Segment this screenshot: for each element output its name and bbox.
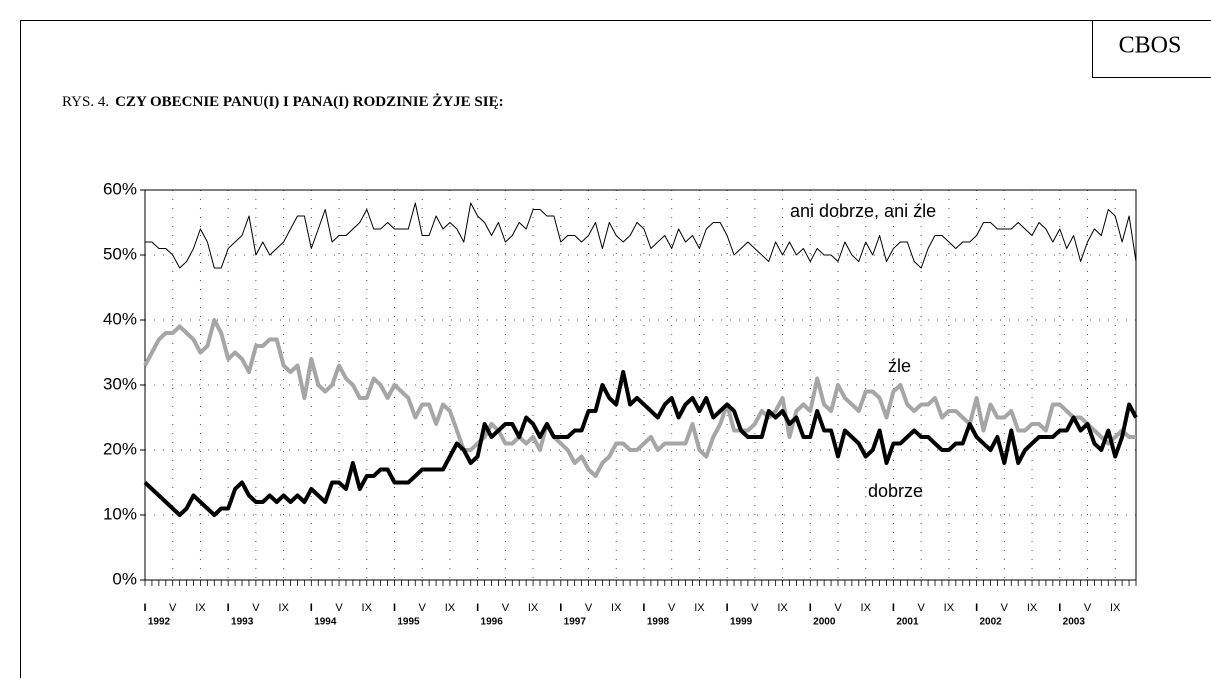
x-tick-label: IX [528,602,539,614]
title: RYS. 4. CZY OBECNIE PANU(I) I PANA(I) ROD… [62,93,504,110]
x-tick-label: IX [1110,602,1121,614]
y-tick-label: 60% [103,179,137,198]
y-tick-label: 40% [103,309,137,328]
x-tick-label: IX [861,602,872,614]
series-label: źle [888,356,911,376]
x-tick-label: I [642,602,645,614]
x-tick-label: V [335,602,343,614]
title-prefix: RYS. 4. [62,94,109,110]
x-tick-label: IX [944,602,955,614]
x-tick-label: I [726,602,729,614]
x-tick-label: V [668,602,676,614]
x-tick-label: I [393,602,396,614]
x-tick-label: V [252,602,260,614]
series-label: ani dobrze, ani źle [790,201,936,221]
y-tick-label: 30% [103,374,137,393]
page-frame [20,20,1211,678]
year-label: 1998 [647,617,670,628]
x-tick-label: I [310,602,313,614]
x-tick-label: I [559,602,562,614]
y-tick-label: 0% [112,569,137,588]
x-tick-label: V [169,602,177,614]
y-tick-label: 50% [103,244,137,263]
x-tick-label: V [419,602,427,614]
year-label: 1997 [564,617,587,628]
year-label: 2000 [813,617,836,628]
x-tick-label: IX [611,602,622,614]
y-tick-label: 10% [103,504,137,523]
x-tick-label: I [809,602,812,614]
x-tick-label: V [1084,602,1092,614]
year-label: 1999 [730,617,753,628]
x-tick-label: IX [445,602,456,614]
x-tick-label: IX [694,602,705,614]
year-label: 2003 [1063,617,1086,628]
source-box [1092,20,1211,78]
x-tick-label: IX [777,602,788,614]
series-line [143,318,1136,478]
x-tick-label: V [502,602,510,614]
y-tick-label: 20% [103,439,137,458]
x-tick-label: I [227,602,230,614]
x-tick-label: I [975,602,978,614]
series-label: dobrze [868,481,923,501]
plot-frame [144,189,1137,581]
year-label: 2002 [979,617,1002,628]
x-tick-label: I [143,602,146,614]
x-tick-label: V [834,602,842,614]
x-tick-label: IX [362,602,373,614]
x-tick-label: I [892,602,895,614]
year-label: 1995 [397,617,420,628]
year-label: 1994 [314,617,337,628]
x-tick-label: V [917,602,925,614]
year-label: 2001 [896,617,919,628]
x-tick-label: V [751,602,759,614]
x-tick-label: I [476,602,479,614]
x-tick-label: IX [278,602,289,614]
source: CBOS [1119,33,1182,59]
series-line [143,370,1138,517]
x-tick-label: IX [1027,602,1038,614]
x-tick-label: IX [195,602,206,614]
series-line [145,202,1137,269]
year-label: 1992 [148,617,171,628]
x-tick-label: V [585,602,593,614]
title-main: CZY OBECNIE PANU(I) I PANA(I) RODZINIE Ż… [115,93,504,110]
x-tick-label: I [1058,602,1061,614]
year-label: 1996 [481,617,504,628]
x-tick-label: V [1001,602,1009,614]
year-label: 1993 [231,617,254,628]
